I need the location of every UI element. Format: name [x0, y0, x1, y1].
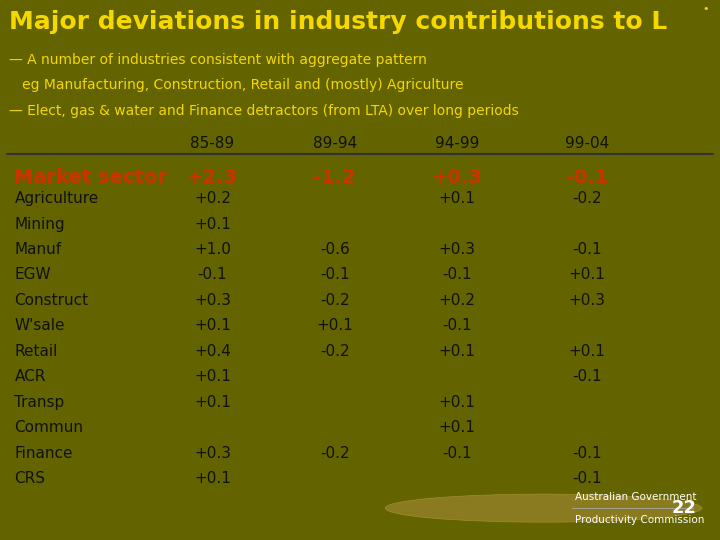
Text: W'sale: W'sale [14, 318, 65, 333]
Text: +0.1: +0.1 [194, 318, 231, 333]
Text: -0.1: -0.1 [572, 242, 602, 257]
Text: +0.3: +0.3 [194, 293, 231, 308]
Text: •: • [702, 4, 708, 14]
Text: eg Manufacturing, Construction, Retail and (mostly) Agriculture: eg Manufacturing, Construction, Retail a… [9, 78, 464, 92]
Text: -0.1: -0.1 [566, 168, 608, 187]
Text: EGW: EGW [14, 267, 51, 282]
Text: -0.1: -0.1 [572, 369, 602, 384]
Text: -0.1: -0.1 [572, 471, 602, 486]
Text: Australian Government: Australian Government [575, 492, 696, 502]
Text: -0.6: -0.6 [320, 242, 350, 257]
Text: +0.1: +0.1 [568, 267, 606, 282]
Text: -0.2: -0.2 [320, 446, 350, 461]
Text: +0.1: +0.1 [438, 420, 476, 435]
Text: Finance: Finance [14, 446, 73, 461]
Text: +1.0: +1.0 [194, 242, 231, 257]
Text: +0.1: +0.1 [438, 395, 476, 410]
Text: +0.3: +0.3 [194, 446, 231, 461]
Text: — A number of industries consistent with aggregate pattern: — A number of industries consistent with… [9, 53, 427, 67]
Text: 99-04: 99-04 [564, 136, 609, 151]
Text: ACR: ACR [14, 369, 46, 384]
Text: +0.1: +0.1 [194, 395, 231, 410]
Text: -0.1: -0.1 [572, 446, 602, 461]
Text: 94-99: 94-99 [435, 136, 480, 151]
Text: -0.2: -0.2 [320, 293, 350, 308]
Text: +0.1: +0.1 [438, 344, 476, 359]
Text: +0.1: +0.1 [194, 217, 231, 232]
Text: +0.3: +0.3 [432, 168, 482, 187]
Text: Major deviations in industry contributions to L: Major deviations in industry contributio… [9, 10, 667, 33]
Text: Construct: Construct [14, 293, 89, 308]
Text: — Elect, gas & water and Finance detractors (from LTA) over long periods: — Elect, gas & water and Finance detract… [9, 104, 519, 118]
Text: -0.1: -0.1 [320, 267, 350, 282]
Text: Transp: Transp [14, 395, 65, 410]
Text: -0.2: -0.2 [572, 191, 602, 206]
Text: -0.2: -0.2 [320, 344, 350, 359]
Text: +0.1: +0.1 [194, 471, 231, 486]
Text: Productivity Commission: Productivity Commission [575, 515, 704, 524]
Text: Manuf: Manuf [14, 242, 61, 257]
Text: +2.3: +2.3 [187, 168, 238, 187]
Text: +0.4: +0.4 [194, 344, 231, 359]
Circle shape [385, 494, 702, 522]
Text: Agriculture: Agriculture [14, 191, 99, 206]
Text: -1.2: -1.2 [313, 168, 356, 187]
Text: +0.1: +0.1 [194, 369, 231, 384]
Text: -0.1: -0.1 [442, 446, 472, 461]
Text: -0.1: -0.1 [197, 267, 228, 282]
Text: -0.1: -0.1 [442, 318, 472, 333]
Text: +0.3: +0.3 [568, 293, 606, 308]
Text: +0.2: +0.2 [194, 191, 231, 206]
Text: +0.2: +0.2 [438, 293, 476, 308]
Text: Market sector: Market sector [14, 168, 167, 187]
Text: +0.3: +0.3 [438, 242, 476, 257]
Text: 22: 22 [672, 499, 697, 517]
Text: CRS: CRS [14, 471, 45, 486]
Text: +0.1: +0.1 [438, 191, 476, 206]
Text: Commun: Commun [14, 420, 84, 435]
Text: Mining: Mining [14, 217, 65, 232]
Text: 85-89: 85-89 [190, 136, 235, 151]
Text: +0.1: +0.1 [568, 344, 606, 359]
Text: Retail: Retail [14, 344, 58, 359]
Text: 89-94: 89-94 [312, 136, 357, 151]
Text: +0.1: +0.1 [316, 318, 354, 333]
Text: -0.1: -0.1 [442, 267, 472, 282]
